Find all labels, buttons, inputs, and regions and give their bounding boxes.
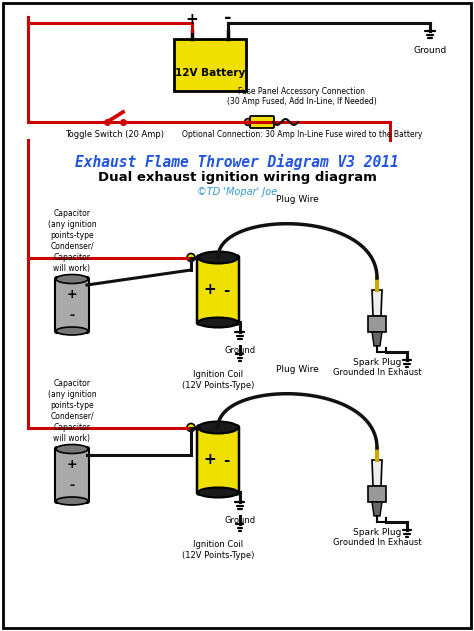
Text: Ground: Ground bbox=[224, 346, 255, 355]
Text: +: + bbox=[204, 283, 216, 297]
Text: -: - bbox=[223, 283, 229, 297]
Text: Plug Wire: Plug Wire bbox=[276, 194, 319, 204]
Text: +: + bbox=[204, 452, 216, 468]
FancyBboxPatch shape bbox=[55, 277, 89, 333]
Ellipse shape bbox=[245, 119, 252, 126]
FancyBboxPatch shape bbox=[197, 256, 239, 324]
Polygon shape bbox=[372, 460, 382, 486]
Text: Dual exhaust ignition wiring diagram: Dual exhaust ignition wiring diagram bbox=[98, 172, 376, 184]
Circle shape bbox=[187, 254, 195, 261]
Text: -: - bbox=[69, 478, 74, 492]
Ellipse shape bbox=[198, 252, 238, 264]
Text: Ignition Coil
(12V Points-Type): Ignition Coil (12V Points-Type) bbox=[182, 370, 254, 390]
Ellipse shape bbox=[198, 488, 238, 497]
Ellipse shape bbox=[198, 422, 238, 433]
Polygon shape bbox=[372, 332, 382, 346]
Text: Ground: Ground bbox=[224, 516, 255, 525]
Text: Exhaust Flame Thrower Diagram V3 2011: Exhaust Flame Thrower Diagram V3 2011 bbox=[75, 154, 399, 170]
Text: Ground: Ground bbox=[413, 46, 447, 55]
Text: Ignition Coil
(12V Points-Type): Ignition Coil (12V Points-Type) bbox=[182, 540, 254, 560]
Ellipse shape bbox=[56, 327, 88, 335]
Text: Spark Plug: Spark Plug bbox=[353, 358, 401, 367]
Text: Grounded In Exhaust: Grounded In Exhaust bbox=[333, 368, 421, 377]
Text: +: + bbox=[67, 288, 77, 302]
Text: -: - bbox=[223, 452, 229, 468]
Text: 12V Battery: 12V Battery bbox=[175, 68, 245, 78]
Polygon shape bbox=[368, 316, 386, 332]
Text: +: + bbox=[186, 12, 199, 27]
Text: Toggle Switch (20 Amp): Toggle Switch (20 Amp) bbox=[65, 130, 164, 139]
Text: +: + bbox=[67, 459, 77, 471]
Ellipse shape bbox=[56, 497, 88, 505]
Text: Plug Wire: Plug Wire bbox=[276, 365, 319, 374]
Text: Spark Plug: Spark Plug bbox=[353, 528, 401, 537]
Text: -: - bbox=[69, 309, 74, 322]
Text: Optional Connection: 30 Amp In-Line Fuse wired to the Battery: Optional Connection: 30 Amp In-Line Fuse… bbox=[182, 130, 422, 139]
FancyBboxPatch shape bbox=[250, 116, 274, 128]
FancyBboxPatch shape bbox=[197, 425, 239, 495]
Circle shape bbox=[187, 423, 195, 432]
Polygon shape bbox=[372, 502, 382, 516]
Text: ©TD 'Mopar' Joe: ©TD 'Mopar' Joe bbox=[197, 187, 277, 197]
Text: Capacitor
(any ignition
points-type
Condenser/
Capacitor
will work): Capacitor (any ignition points-type Cond… bbox=[48, 379, 96, 443]
Polygon shape bbox=[372, 290, 382, 316]
FancyBboxPatch shape bbox=[174, 39, 246, 91]
Text: Fuse Panel Accessory Connection
(30 Amp Fused, Add In-Line, If Needed): Fuse Panel Accessory Connection (30 Amp … bbox=[227, 86, 377, 106]
Text: -: - bbox=[224, 9, 232, 27]
Ellipse shape bbox=[56, 444, 88, 454]
Polygon shape bbox=[368, 486, 386, 502]
FancyBboxPatch shape bbox=[55, 447, 89, 503]
Text: Grounded In Exhaust: Grounded In Exhaust bbox=[333, 538, 421, 547]
Ellipse shape bbox=[198, 317, 238, 327]
Ellipse shape bbox=[56, 274, 88, 283]
Text: Capacitor
(any ignition
points-type
Condenser/
Capacitor
will work): Capacitor (any ignition points-type Cond… bbox=[48, 208, 96, 273]
